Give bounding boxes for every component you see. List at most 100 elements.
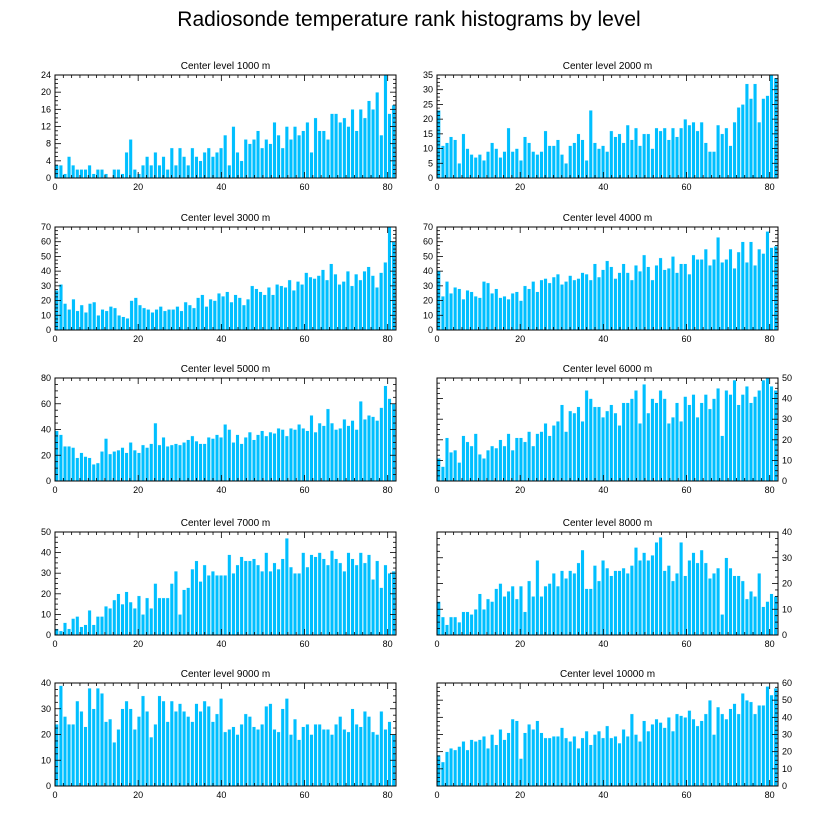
panel-6-bar <box>523 441 527 482</box>
panel-8-xtick-label: 40 <box>598 639 608 649</box>
panel-2-ytick-label: 25 <box>423 99 433 109</box>
panel-7-xtick-label: 60 <box>300 639 310 649</box>
panel-3-bar <box>171 309 176 331</box>
panel-1-bar <box>358 109 363 179</box>
panel-7-bar <box>235 564 240 636</box>
panel-6-bar <box>609 404 614 482</box>
panel-1-bar <box>91 173 96 179</box>
panel-2-bar <box>650 148 655 179</box>
panel-4-bar <box>445 281 449 331</box>
panel-2-bar <box>703 142 708 179</box>
panel-4-bar <box>514 291 519 331</box>
panel-7-bar <box>264 552 269 636</box>
panel-2-bar <box>477 154 482 179</box>
panel-1-bar <box>169 147 174 179</box>
panel-3-bar <box>354 273 359 331</box>
panel-2-bar <box>654 127 659 179</box>
panel-4-bar <box>687 273 692 331</box>
panel-3-bar <box>283 287 288 331</box>
panel-1-ytick-label: 8 <box>46 139 51 149</box>
panel-5-bar <box>371 416 376 482</box>
panel-7-bar <box>334 558 339 636</box>
panel-3-bar <box>320 269 325 331</box>
panel-6-bar <box>576 406 581 482</box>
panel-4-bar <box>597 276 601 331</box>
panel-7-ytick-label: 40 <box>41 548 51 558</box>
panel-1-bar <box>161 156 166 179</box>
panel-6-bar <box>654 402 659 482</box>
panel-5-bar <box>112 451 117 482</box>
panel-6-xtick-label: 20 <box>515 485 525 495</box>
panel-6-bar <box>461 435 466 482</box>
panel-10-bar <box>465 749 470 787</box>
panel-6-bar <box>757 390 762 482</box>
panel-3-bar <box>304 272 309 331</box>
panel-7-bar <box>120 603 125 636</box>
panel-9-bar <box>58 685 63 787</box>
panel-3-bar <box>237 297 242 331</box>
panel-2-xtick-label: 20 <box>515 182 525 192</box>
panel-9-bar <box>161 700 166 787</box>
panel-7-bar <box>75 616 80 636</box>
panel-1-bar <box>251 139 256 179</box>
panel-9-bar <box>71 724 76 787</box>
panel-8-bar <box>712 573 716 636</box>
panel-9-bar <box>79 711 84 787</box>
panel-6-bar <box>703 394 708 482</box>
panel-10-ytick-label: 50 <box>782 695 792 705</box>
panel-10-bar <box>683 717 688 787</box>
panel-10-bar <box>551 736 556 787</box>
panel-8-bar <box>547 583 552 636</box>
panel-6-bar <box>712 398 716 482</box>
panel-3-xtick-label: 60 <box>300 334 310 344</box>
panel-10-bar <box>564 737 569 787</box>
panel-3-bar <box>387 226 392 331</box>
panel-5-bar <box>79 452 84 482</box>
panel-1-bar <box>58 164 63 179</box>
panel-3-bar <box>183 301 188 331</box>
panel-7-bar <box>99 616 104 636</box>
panel-2-bar <box>465 148 470 179</box>
panel-9-bar <box>313 724 318 787</box>
panel-1-ytick-label: 16 <box>41 104 51 114</box>
panel-3-bar <box>100 309 105 331</box>
panel-10-bar <box>720 713 725 787</box>
panel-1-ytick-label: 12 <box>41 122 51 132</box>
panel-9-bar <box>243 713 248 787</box>
panel-10-bar <box>658 722 663 787</box>
panel-1-bar <box>198 160 203 179</box>
panel-3-bar <box>312 278 317 331</box>
panel-7-bar <box>104 605 109 636</box>
panel-1-xtick-label: 0 <box>52 182 57 192</box>
panel-3-bar <box>233 294 238 331</box>
panel-7-bar <box>165 597 170 636</box>
panel-5-bar <box>317 422 322 482</box>
panel-9-bar <box>256 729 261 787</box>
panel-10-xtick-label: 20 <box>515 790 525 800</box>
panel-7-bar <box>354 564 359 636</box>
panel-4-bar <box>531 281 536 331</box>
panel-4-bar <box>642 254 647 331</box>
panel-5-bar <box>190 435 195 482</box>
panel-5-bar <box>91 464 96 482</box>
panel-3-ytick-label: 0 <box>46 325 51 335</box>
panel-6-bar <box>720 435 725 482</box>
panel-4-bar <box>465 290 470 331</box>
panel-10-bar <box>555 736 560 787</box>
panel-1-bar <box>391 104 396 179</box>
panel-6-bar <box>457 462 462 482</box>
panel-7-bar <box>116 593 121 636</box>
panel-6-bar <box>601 416 606 482</box>
panel-10-bar <box>477 739 482 787</box>
panel-7-bar <box>83 624 88 636</box>
panel-9-bar <box>136 716 141 787</box>
panel-10-bar <box>613 736 618 787</box>
panel-5-xtick-label: 60 <box>300 485 310 495</box>
panel-5-bar <box>354 429 359 482</box>
panel-2-bar <box>440 145 445 179</box>
panel-6-bar <box>749 402 753 482</box>
panel-3-bar <box>300 284 305 331</box>
panel-3-bar <box>158 306 163 331</box>
panel-5-ytick-label: 40 <box>41 425 51 435</box>
panel-10-bar <box>662 727 667 787</box>
